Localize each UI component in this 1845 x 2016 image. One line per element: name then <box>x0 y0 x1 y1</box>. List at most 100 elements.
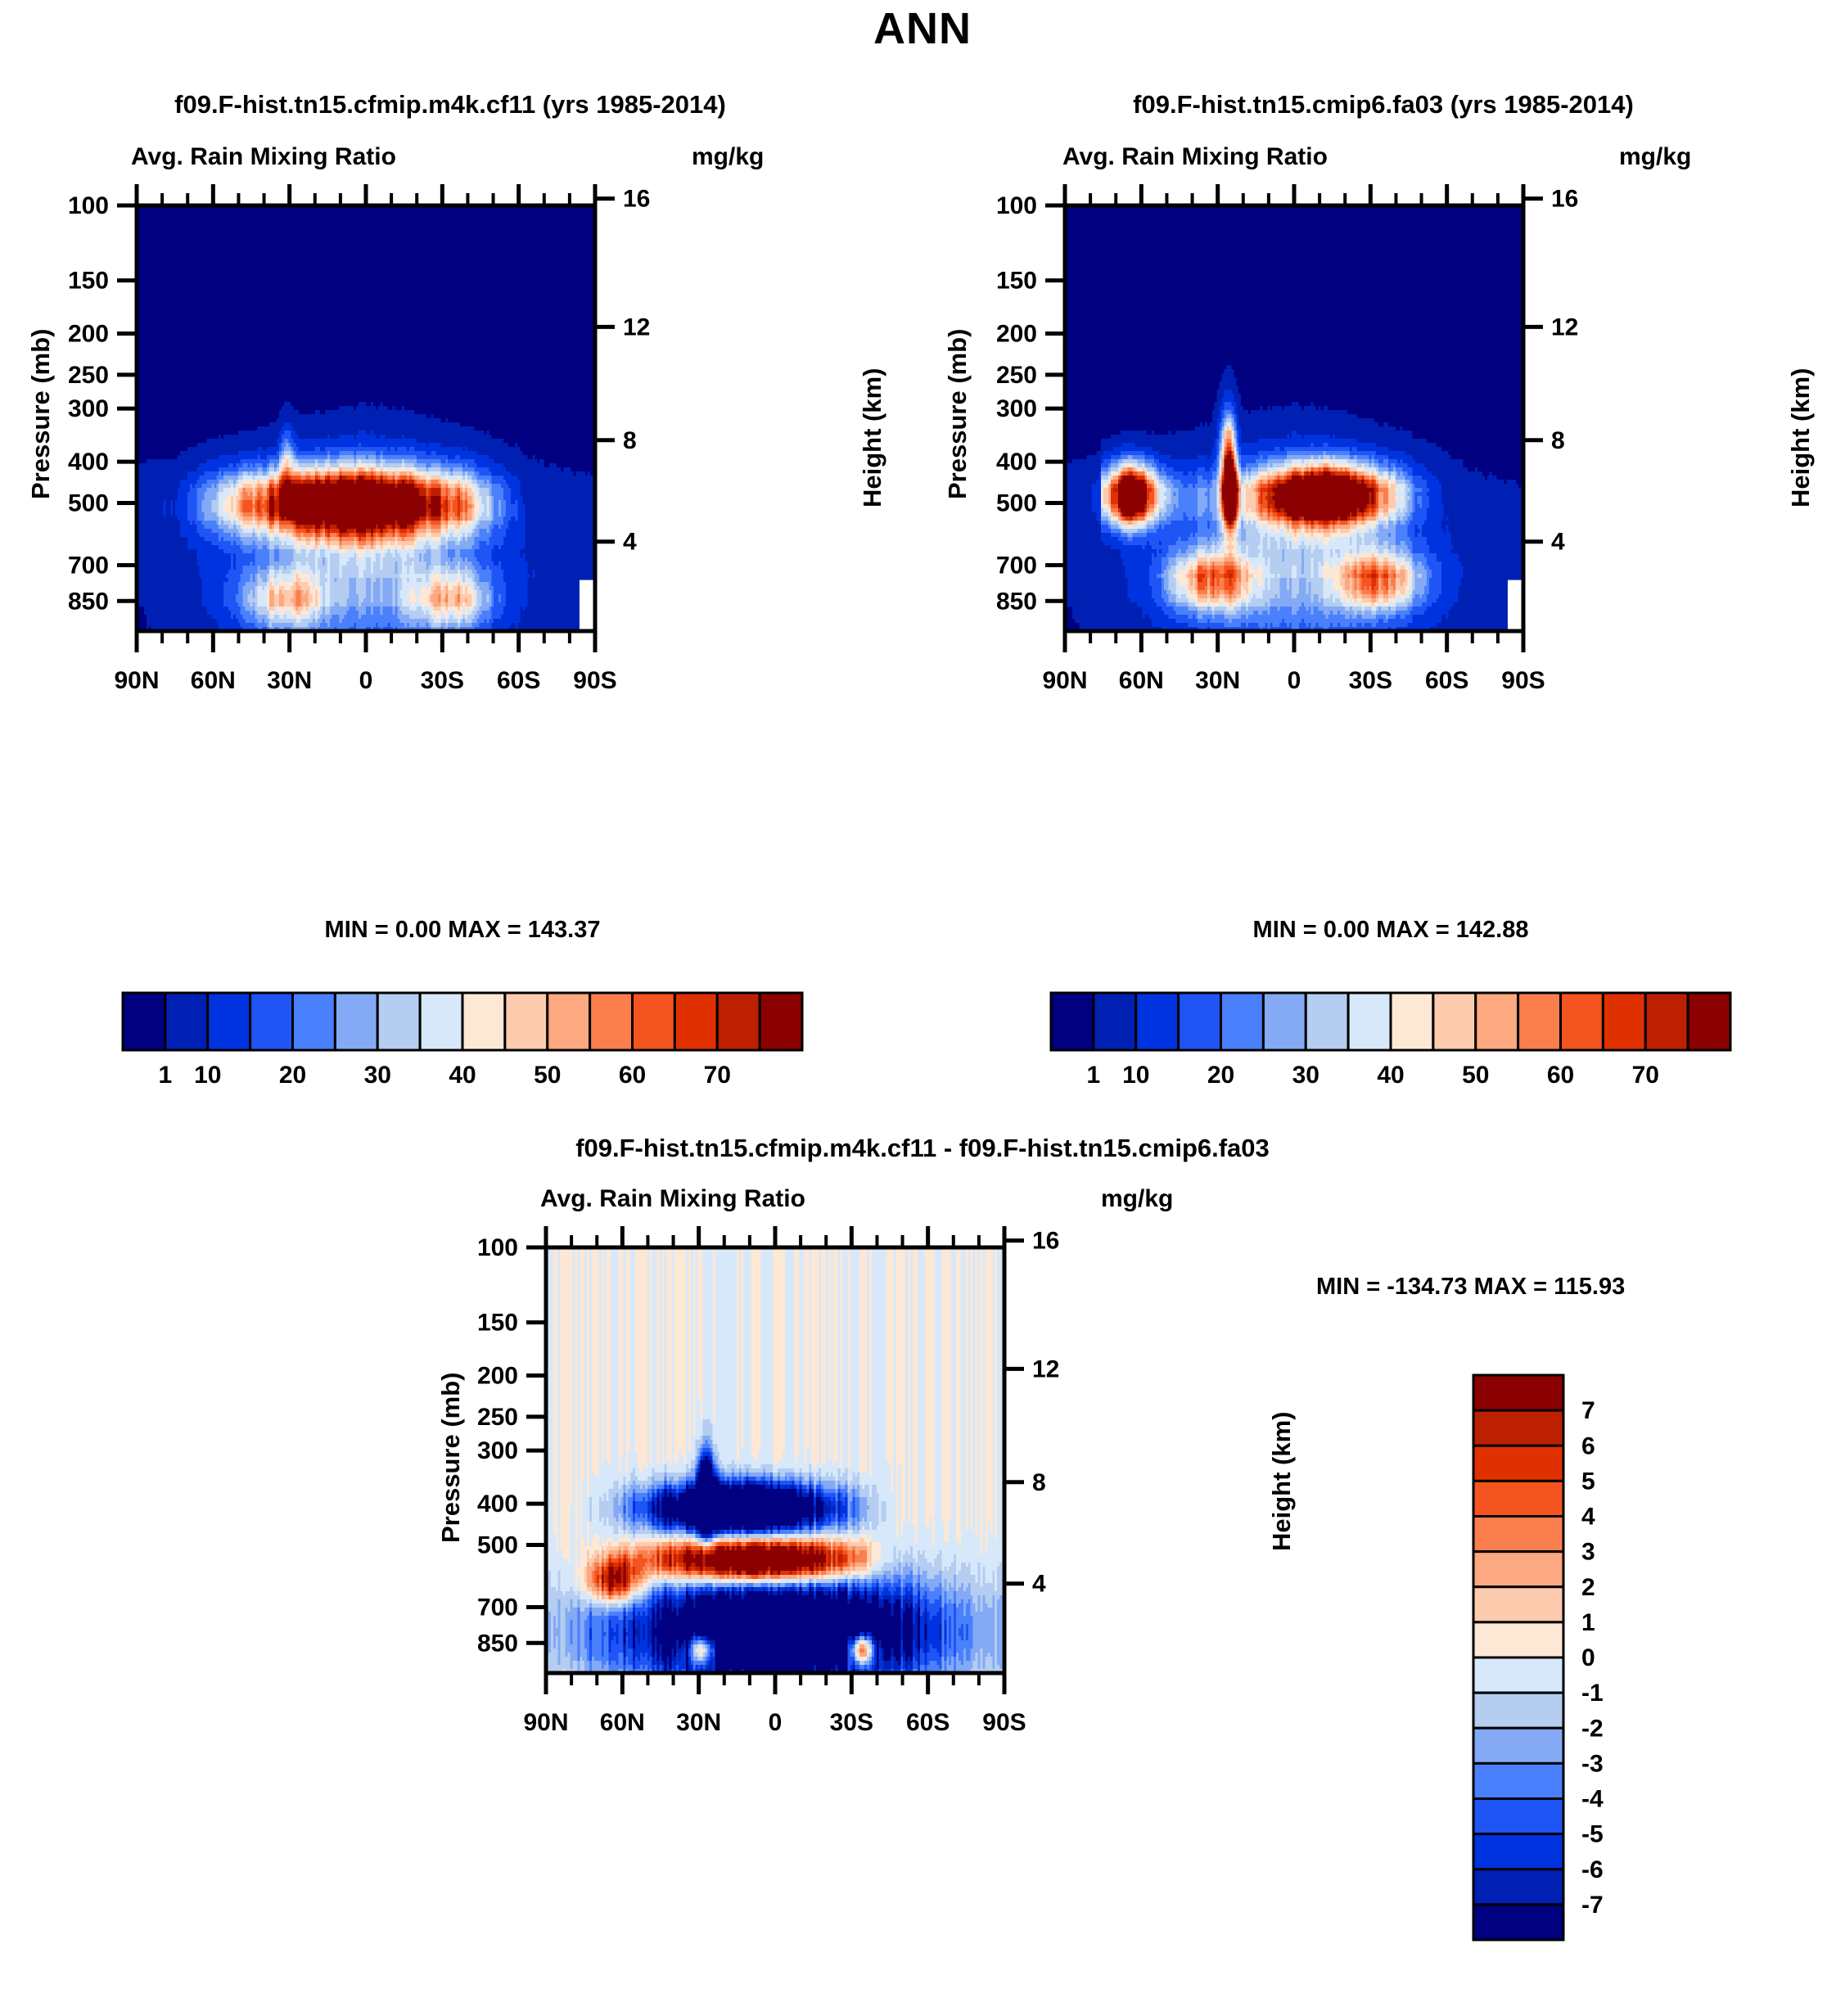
pressure-tick-label: 200 <box>477 1363 518 1390</box>
colorbar-cell[interactable] <box>208 993 250 1050</box>
height-tick-label: 16 <box>623 186 650 213</box>
pressure-tick-label: 200 <box>68 321 109 348</box>
panel-diff-units: mg/kg <box>1101 1185 1173 1213</box>
colorbar-cell[interactable] <box>717 993 760 1050</box>
pressure-tick-label: 150 <box>477 1310 518 1337</box>
colorbar-tick-label: 10 <box>194 1062 221 1089</box>
colorbar-cell[interactable] <box>1603 993 1645 1050</box>
colorbar-cell[interactable] <box>1473 1622 1563 1657</box>
colorbar-tick-label: 50 <box>1462 1062 1489 1089</box>
latitude-tick-label: 60N <box>191 667 236 694</box>
colorbar-tick-label: 70 <box>704 1062 731 1089</box>
latitude-tick-label: 60N <box>1119 667 1164 694</box>
colorbar-cell[interactable] <box>1348 993 1391 1050</box>
colorbar-cell[interactable] <box>293 993 336 1050</box>
colorbar-cell[interactable] <box>420 993 462 1050</box>
colorbar-tick-label: 0 <box>1581 1644 1595 1671</box>
colorbar-cell[interactable] <box>590 993 633 1050</box>
pressure-tick-label: 100 <box>996 192 1037 219</box>
colorbar-cell[interactable] <box>1688 993 1730 1050</box>
colorbar-cell[interactable] <box>123 993 165 1050</box>
height-tick-label: 8 <box>1032 1469 1046 1496</box>
colorbar-cell[interactable] <box>1306 993 1348 1050</box>
colorbar-tick-label: 1 <box>1087 1062 1101 1089</box>
colorbar-cell[interactable] <box>165 993 208 1050</box>
colorbar-cell[interactable] <box>250 993 293 1050</box>
pressure-tick-label: 250 <box>996 362 1037 389</box>
colorbar-cell[interactable] <box>1473 1410 1563 1445</box>
height-tick-label: 8 <box>623 427 637 454</box>
colorbar-cell[interactable] <box>335 993 377 1050</box>
colorbar-tick-label: 10 <box>1122 1062 1149 1089</box>
height-tick-label: 12 <box>1551 313 1578 341</box>
colorbar-cell[interactable] <box>1518 993 1561 1050</box>
latitude-tick-label: 90S <box>573 667 616 694</box>
colorbar-cell[interactable] <box>1473 1763 1563 1798</box>
colorbar-cell[interactable] <box>1645 993 1688 1050</box>
panel-left-units: mg/kg <box>692 143 764 171</box>
pressure-tick-label: 300 <box>477 1437 518 1464</box>
colorbar-cell[interactable] <box>1473 1481 1563 1516</box>
colorbar-cell[interactable] <box>1473 1375 1563 1410</box>
colorbar-cell[interactable] <box>1473 1693 1563 1728</box>
page-title: ANN <box>0 3 1845 54</box>
colorbar-cell[interactable] <box>633 993 675 1050</box>
latitude-tick-label: 90N <box>114 667 159 694</box>
pressure-tick-label: 100 <box>68 192 109 219</box>
colorbar-tick-label: 60 <box>619 1062 646 1089</box>
colorbar-cell[interactable] <box>1263 993 1306 1050</box>
colorbar-cell[interactable] <box>1433 993 1476 1050</box>
colorbar-cell[interactable] <box>674 993 717 1050</box>
panel-left-variable-label: Avg. Rain Mixing Ratio <box>131 143 396 171</box>
colorbar-cell[interactable] <box>1179 993 1221 1050</box>
latitude-tick-label: 90N <box>523 1709 568 1736</box>
latitude-tick-label: 60N <box>600 1709 645 1736</box>
colorbar-tick-label: 20 <box>279 1062 306 1089</box>
colorbar-tick-label: 6 <box>1581 1432 1595 1459</box>
pressure-tick-label: 250 <box>68 362 109 389</box>
colorbar-cell[interactable] <box>1476 993 1518 1050</box>
latitude-tick-label: 90S <box>1501 667 1545 694</box>
colorbar-cell[interactable] <box>1473 1799 1563 1834</box>
colorbar-cell[interactable] <box>1136 993 1179 1050</box>
colorbar-cell[interactable] <box>1473 1657 1563 1693</box>
colorbar-cell[interactable] <box>1473 1517 1563 1552</box>
colorbar-tick-label: 20 <box>1207 1062 1234 1089</box>
latitude-tick-label: 30S <box>421 667 464 694</box>
colorbar-tick-label: 1 <box>159 1062 173 1089</box>
pressure-tick-label: 850 <box>477 1630 518 1657</box>
pressure-tick-label: 850 <box>68 588 109 615</box>
height-tick-label: 4 <box>1551 529 1565 556</box>
colorbar-cell[interactable] <box>1391 993 1433 1050</box>
colorbar-cell[interactable] <box>1473 1905 1563 1940</box>
latitude-tick-label: 90N <box>1042 667 1087 694</box>
colorbar-cell[interactable] <box>1221 993 1264 1050</box>
colorbar-cell[interactable] <box>1473 1728 1563 1763</box>
colorbar-cell[interactable] <box>505 993 548 1050</box>
colorbar-cell[interactable] <box>1473 1445 1563 1481</box>
colorbar-cell[interactable] <box>760 993 802 1050</box>
colorbar-tick-label: 60 <box>1547 1062 1574 1089</box>
colorbar-tick-label: 40 <box>1377 1062 1404 1089</box>
colorbar-cell[interactable] <box>1473 1869 1563 1905</box>
colorbar-cell[interactable] <box>548 993 590 1050</box>
panel-diff-minmax: MIN = -134.73 MAX = 115.93 <box>1316 1274 1625 1301</box>
colorbar-cell[interactable] <box>377 993 420 1050</box>
colorbar-cell[interactable] <box>1094 993 1136 1050</box>
colorbar-cell[interactable] <box>1561 993 1604 1050</box>
colorbar-cell[interactable] <box>1051 993 1094 1050</box>
colorbar-cell[interactable] <box>1473 1587 1563 1622</box>
colorbar-cell[interactable] <box>462 993 505 1050</box>
pressure-tick-label: 400 <box>68 449 109 476</box>
pressure-tick-label: 100 <box>477 1234 518 1261</box>
height-tick-label: 4 <box>1032 1571 1046 1598</box>
pressure-tick-label: 150 <box>68 268 109 295</box>
colorbar-cell[interactable] <box>1473 1552 1563 1587</box>
pressure-tick-label: 850 <box>996 588 1037 615</box>
pressure-tick-label: 700 <box>68 552 109 579</box>
colorbar-cell[interactable] <box>1473 1834 1563 1869</box>
